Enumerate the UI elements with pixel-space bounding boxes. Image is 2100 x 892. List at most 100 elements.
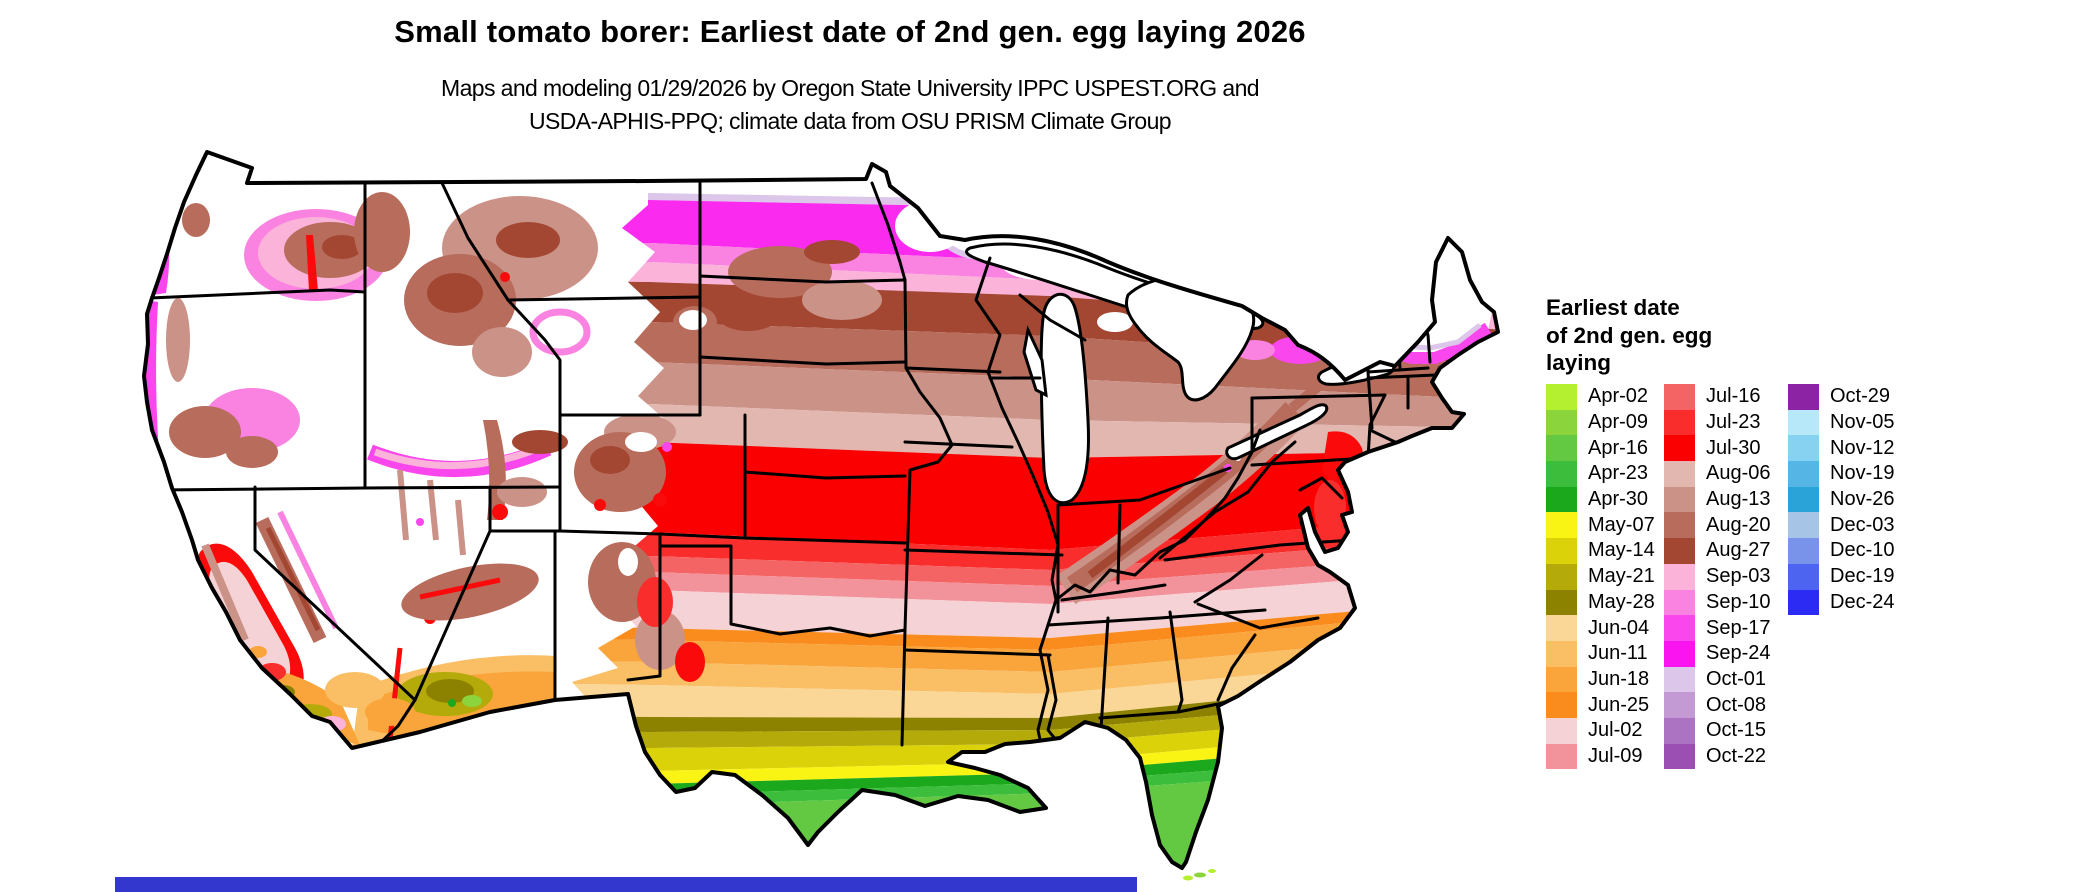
legend-column-3: Oct-29 Nov-05 Nov-12 Nov-19 Nov-26 Dec-03 Dec-… bbox=[1788, 384, 1895, 616]
legend-label: Jul-23 bbox=[1706, 411, 1761, 434]
legend-entry: Nov-26 bbox=[1788, 486, 1895, 513]
legend-entry: Jun-04 bbox=[1546, 615, 1655, 641]
legend-entry: Dec-10 bbox=[1788, 538, 1894, 564]
subtitle-line-2: USDA-APHIS-PPQ; climate data from OSU PR… bbox=[529, 108, 1172, 134]
legend-label: Oct-15 bbox=[1706, 719, 1767, 742]
legend-entry: Sep-03 bbox=[1664, 563, 1771, 590]
legend-entry: Jul-30 bbox=[1664, 435, 1771, 462]
legend-label: Oct-29 bbox=[1830, 385, 1891, 408]
legend-swatch bbox=[1546, 461, 1577, 487]
legend-swatch bbox=[1664, 384, 1695, 410]
page-title: Small tomato borer: Earliest date of 2nd… bbox=[394, 14, 1306, 49]
legend-entry: Nov-12 bbox=[1788, 435, 1894, 462]
legend-label: May-28 bbox=[1588, 590, 1655, 613]
legend-entry: Aug-27 bbox=[1664, 538, 1771, 564]
legend-swatch bbox=[1664, 640, 1695, 667]
legend-column-2: Jul-16 Jul-23 Jul-30 Aug-06 Aug-13 Aug-20 Aug-… bbox=[1664, 384, 1771, 770]
legend-swatch bbox=[1546, 640, 1577, 667]
legend-label: Nov-05 bbox=[1830, 411, 1895, 434]
legend-column-1: Apr-02 Apr-09 Apr-16 Apr-23 Apr-30 May-07 May-… bbox=[1546, 384, 1655, 770]
northern-plains-patches bbox=[673, 240, 882, 338]
legend-entry: Oct-29 bbox=[1788, 384, 1894, 410]
legend-label: Sep-24 bbox=[1706, 642, 1771, 665]
legend-swatch bbox=[1546, 435, 1577, 462]
legend-entry: May-28 bbox=[1546, 589, 1655, 616]
legend-swatch bbox=[1546, 615, 1577, 641]
legend-swatch bbox=[1546, 743, 1577, 770]
legend-entry: May-21 bbox=[1546, 563, 1655, 590]
legend-swatch bbox=[1788, 486, 1819, 513]
legend-label: Dec-03 bbox=[1830, 513, 1895, 536]
western-mountains-region bbox=[144, 152, 705, 762]
legend-swatch bbox=[1788, 409, 1819, 436]
lake-michigan bbox=[1039, 292, 1090, 505]
legend-entry: Jun-18 bbox=[1546, 666, 1655, 693]
legend-entry: Sep-10 bbox=[1664, 589, 1771, 616]
legend-label: Oct-22 bbox=[1706, 744, 1767, 767]
legend-swatch bbox=[1664, 615, 1695, 641]
legend-swatch bbox=[1788, 538, 1819, 564]
legend-entry: Dec-19 bbox=[1788, 563, 1894, 590]
legend-entry: Jul-09 bbox=[1546, 743, 1655, 770]
legend-swatch bbox=[1788, 435, 1819, 462]
legend-label: Aug-06 bbox=[1706, 462, 1771, 485]
legend-label: Jul-16 bbox=[1706, 385, 1761, 408]
legend-label: Aug-20 bbox=[1706, 513, 1771, 536]
legend-label: Apr-30 bbox=[1588, 488, 1649, 511]
legend-label: Aug-13 bbox=[1706, 488, 1771, 511]
legend-swatch bbox=[1788, 563, 1819, 590]
legend-entry: Nov-05 bbox=[1788, 409, 1895, 436]
florida-keys bbox=[1183, 869, 1216, 881]
legend-label: Sep-10 bbox=[1706, 590, 1771, 613]
legend-entry: Apr-09 bbox=[1546, 409, 1655, 436]
legend-label: Nov-26 bbox=[1830, 488, 1895, 511]
state-borders bbox=[148, 181, 1437, 770]
legend-swatch bbox=[1546, 717, 1577, 744]
legend-entry: May-14 bbox=[1546, 538, 1655, 564]
legend-swatch bbox=[1664, 538, 1695, 564]
legend-label: May-21 bbox=[1588, 565, 1655, 588]
legend-entry: Dec-03 bbox=[1788, 512, 1895, 539]
legend-label: Apr-23 bbox=[1588, 462, 1649, 485]
legend-swatch bbox=[1546, 538, 1577, 564]
legend-label: Dec-10 bbox=[1830, 539, 1895, 562]
legend-entry: Oct-08 bbox=[1664, 692, 1771, 718]
legend-entry: Nov-19 bbox=[1788, 461, 1894, 487]
legend-swatch bbox=[1664, 717, 1695, 744]
legend-label: Oct-08 bbox=[1706, 693, 1767, 716]
legend-swatch bbox=[1546, 486, 1577, 513]
legend-swatch bbox=[1664, 563, 1695, 590]
legend-swatch bbox=[1546, 384, 1577, 410]
legend-entry: Dec-24 bbox=[1788, 589, 1894, 616]
legend-swatch bbox=[1546, 409, 1577, 436]
legend-label: Apr-02 bbox=[1588, 385, 1649, 408]
legend-label: Jun-25 bbox=[1588, 693, 1650, 716]
legend-entry: Jun-25 bbox=[1546, 692, 1655, 718]
legend-swatch bbox=[1788, 512, 1819, 539]
legend-label: Nov-19 bbox=[1830, 462, 1895, 485]
legend-title-line-2: of 2nd gen. egg bbox=[1546, 322, 1713, 348]
legend-entry: Sep-17 bbox=[1664, 615, 1771, 641]
legend-swatch bbox=[1788, 384, 1819, 410]
legend-entry: Oct-22 bbox=[1664, 743, 1771, 770]
legend-label: Jun-18 bbox=[1588, 667, 1650, 690]
legend-swatch bbox=[1664, 692, 1695, 718]
legend-entry: Jun-11 bbox=[1546, 640, 1655, 667]
legend-entry: Apr-16 bbox=[1546, 435, 1655, 462]
legend-label: Jul-09 bbox=[1588, 744, 1643, 767]
legend-label: Apr-09 bbox=[1588, 411, 1649, 434]
legend-entry: Jul-16 bbox=[1664, 384, 1771, 410]
legend-swatch bbox=[1788, 461, 1819, 487]
legend-entry: Aug-06 bbox=[1664, 461, 1771, 487]
legend-label: Jun-04 bbox=[1588, 616, 1650, 639]
legend-label: Oct-01 bbox=[1706, 667, 1767, 690]
legend-label: Sep-17 bbox=[1706, 616, 1771, 639]
subtitle: Maps and modeling 01/29/2026 by Oregon S… bbox=[0, 72, 1700, 138]
legend-swatch bbox=[1546, 692, 1577, 718]
subtitle-line-1: Maps and modeling 01/29/2026 by Oregon S… bbox=[441, 75, 1260, 101]
legend-entry: Jul-02 bbox=[1546, 717, 1655, 744]
legend-swatch bbox=[1664, 589, 1695, 616]
legend-entry: Oct-01 bbox=[1664, 666, 1771, 693]
legend-swatch bbox=[1546, 666, 1577, 693]
